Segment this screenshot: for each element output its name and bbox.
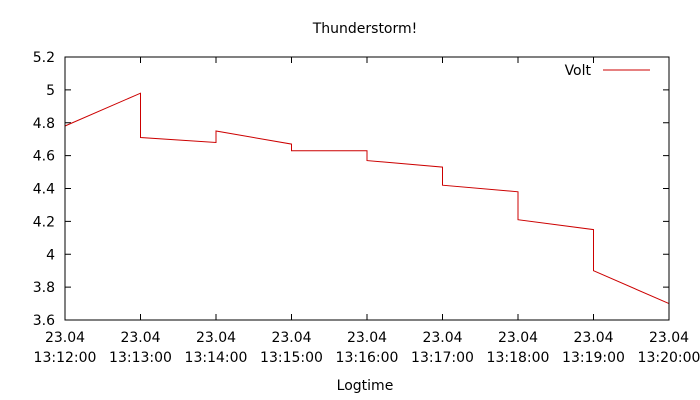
x-tick-label-date: 23.04 xyxy=(498,330,538,346)
legend-label-volt: Volt xyxy=(565,63,592,79)
x-tick-label-time: 13:12:00 xyxy=(34,350,97,366)
chart-title: Thunderstorm! xyxy=(312,21,418,37)
y-tick-label: 3.8 xyxy=(33,280,55,296)
x-tick-label-date: 23.04 xyxy=(422,330,462,346)
x-tick-label-date: 23.04 xyxy=(120,330,160,346)
x-tick-label-date: 23.04 xyxy=(45,330,85,346)
x-tick-label-date: 23.04 xyxy=(649,330,689,346)
x-tick-label-date: 23.04 xyxy=(347,330,387,346)
series-line-volt xyxy=(64,92,670,305)
y-tick-label: 4 xyxy=(46,247,55,263)
y-tick-label: 4.4 xyxy=(33,182,55,198)
y-tick-label: 4.6 xyxy=(33,149,55,165)
x-tick-label-time: 13:13:00 xyxy=(109,350,172,366)
x-tick-label-time: 13:20:00 xyxy=(638,350,700,366)
x-tick-label-time: 13:19:00 xyxy=(562,350,625,366)
y-tick-label: 5 xyxy=(46,83,55,99)
x-tick-label-time: 13:18:00 xyxy=(487,350,550,366)
y-tick-label: 4.8 xyxy=(33,116,55,132)
x-tick-label-time: 13:17:00 xyxy=(411,350,474,366)
x-tick-label-time: 13:14:00 xyxy=(185,350,248,366)
x-axis-label: Logtime xyxy=(337,378,394,394)
y-tick-label: 3.6 xyxy=(33,313,55,329)
plot-frame xyxy=(64,56,670,321)
legend: Volt xyxy=(565,63,650,79)
x-tick-label-date: 23.04 xyxy=(271,330,311,346)
x-tick-label-date: 23.04 xyxy=(573,330,613,346)
x-tick-label-date: 23.04 xyxy=(196,330,236,346)
y-tick-label: 4.2 xyxy=(33,214,55,230)
y-tick-label: 5.2 xyxy=(33,50,55,66)
x-tick-label-time: 13:15:00 xyxy=(260,350,323,366)
x-tick-label-time: 13:16:00 xyxy=(336,350,399,366)
